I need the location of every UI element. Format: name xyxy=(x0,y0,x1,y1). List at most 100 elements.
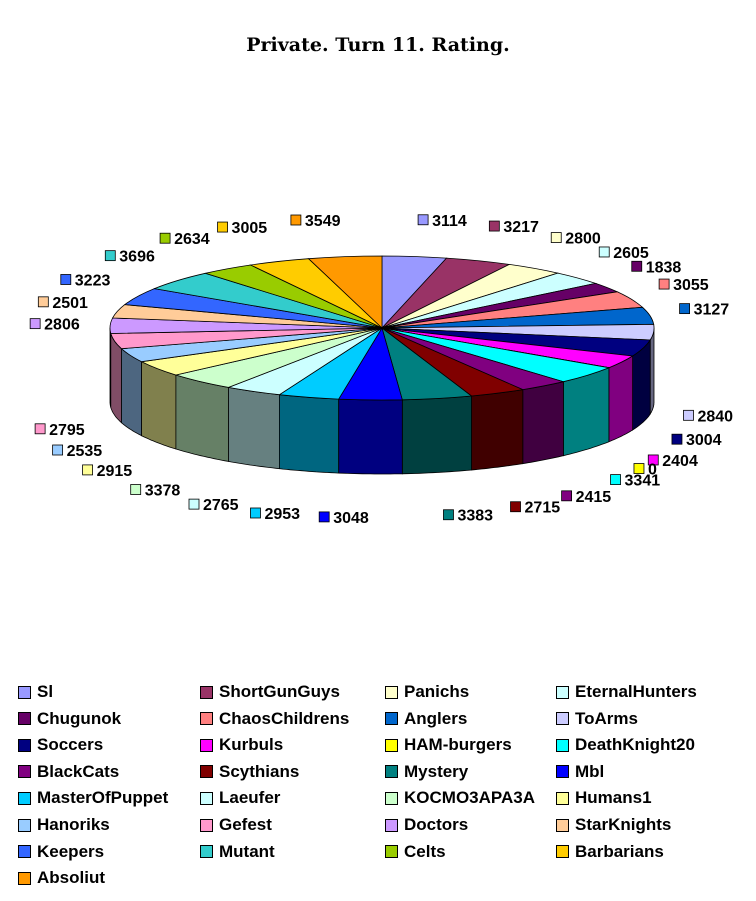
chart-title: Private. Turn 11. Rating. xyxy=(246,34,510,56)
data-label-key xyxy=(82,464,93,476)
legend-item: Chugunok xyxy=(18,707,121,731)
legend-item: Hanoriks xyxy=(18,813,110,837)
pie-side-Kurbuls xyxy=(608,355,633,443)
legend-item: Panichs xyxy=(385,680,469,704)
data-label: 3004 xyxy=(686,432,722,449)
legend-item: KOCMO3APA3A xyxy=(385,786,535,810)
pie-slice-Absoliut xyxy=(307,255,383,329)
data-label: 2840 xyxy=(697,408,733,425)
legend-label: MasterOfPuppet xyxy=(37,788,169,808)
data-label-key xyxy=(598,246,610,258)
legend-swatch xyxy=(200,712,213,726)
legend-swatch xyxy=(385,791,398,805)
legend-item: Mutant xyxy=(200,840,275,864)
legend-label: Laeufer xyxy=(219,788,281,808)
data-label: 3383 xyxy=(457,508,493,525)
data-label-key xyxy=(488,220,500,232)
data-label-key xyxy=(34,423,46,435)
legend-label: Anglers xyxy=(404,708,468,728)
legend-label: ShortGunGuys xyxy=(219,682,340,701)
legend-label: BlackCats xyxy=(37,761,120,781)
legend-item: HAM-burgers xyxy=(385,733,512,757)
legend-item: Soccers xyxy=(18,733,103,757)
data-label-key xyxy=(561,490,573,502)
data-label: 2501 xyxy=(52,295,88,312)
data-label-key xyxy=(658,278,670,290)
legend-item: Celts xyxy=(385,840,446,864)
data-label-key xyxy=(633,463,645,474)
legend-label: Gefest xyxy=(219,815,272,834)
legend-item: ShortGunGuys xyxy=(200,680,340,704)
data-label: 2404 xyxy=(662,453,698,470)
pie-side-DeathKnight20 xyxy=(563,367,610,457)
legend-label: DeathKnight20 xyxy=(575,735,695,755)
data-label: 2806 xyxy=(44,317,80,334)
legend-item: ToArms xyxy=(556,707,638,731)
legend-swatch xyxy=(385,765,398,779)
data-label-key xyxy=(671,433,683,445)
pie-side-Scythians xyxy=(471,389,524,471)
data-label-key xyxy=(159,232,171,244)
data-label-key xyxy=(417,214,429,226)
data-label: 2800 xyxy=(565,231,601,248)
legend-label: ChaosChildrens xyxy=(219,708,350,728)
legend-swatch xyxy=(200,765,213,779)
legend-swatch xyxy=(556,818,569,832)
legend-label: Mutant xyxy=(219,841,275,861)
data-label-key xyxy=(679,303,690,315)
legend-swatch xyxy=(18,712,31,726)
legend-label: HAM-burgers xyxy=(404,735,512,755)
legend-swatch xyxy=(18,685,31,699)
legend-item: Doctors xyxy=(385,813,468,837)
legend-label: Hanoriks xyxy=(37,815,110,834)
pie-side-Mystery xyxy=(401,395,472,475)
data-label: 2415 xyxy=(576,489,612,506)
pie-side-Mbl xyxy=(338,398,403,475)
legend-label: Panichs xyxy=(404,682,470,701)
legend-swatch xyxy=(18,738,31,752)
legend-item: Anglers xyxy=(385,707,467,731)
data-label: 3055 xyxy=(673,277,709,294)
data-label: 3549 xyxy=(305,213,341,230)
legend-swatch xyxy=(18,845,31,859)
data-label: 3005 xyxy=(232,220,268,237)
pie-side-Laeufer xyxy=(228,386,280,470)
pie-top-layer xyxy=(109,255,655,401)
legend-label: KOCMO3APA3A xyxy=(404,788,535,808)
legend-item: DeathKnight20 xyxy=(556,733,695,757)
data-label: 2634 xyxy=(174,231,210,248)
data-label-key xyxy=(60,274,72,285)
data-label: 1838 xyxy=(646,259,682,276)
legend-item: Sl xyxy=(18,680,53,704)
pie-side-ToArms xyxy=(649,328,655,416)
legend-label: Barbarians xyxy=(575,841,664,861)
legend-label: EternalHunters xyxy=(575,682,697,701)
data-label-key xyxy=(510,501,521,513)
data-label-key xyxy=(37,296,49,308)
legend-swatch xyxy=(556,685,569,699)
data-label: 3048 xyxy=(333,510,369,527)
pie-side-BlackCats xyxy=(522,381,564,465)
data-label: 2605 xyxy=(613,245,649,262)
data-label: 3341 xyxy=(625,473,661,490)
legend-item: Kurbuls xyxy=(200,733,283,757)
legend-swatch xyxy=(556,712,569,726)
data-label-key xyxy=(318,511,330,523)
legend-swatch xyxy=(385,845,398,859)
legend-item: EternalHunters xyxy=(556,680,697,704)
legend-label: Celts xyxy=(404,841,446,861)
data-label-key xyxy=(217,221,228,233)
data-label-key xyxy=(52,444,64,456)
data-label-key xyxy=(683,409,694,421)
data-label: 3114 xyxy=(432,213,467,230)
pie-side-Hanoriks xyxy=(121,347,143,437)
legend-swatch xyxy=(200,738,213,752)
legend-swatch xyxy=(200,685,213,699)
data-label-key xyxy=(443,509,454,521)
legend-item: Barbarians xyxy=(556,840,664,864)
legend-label: Sl xyxy=(37,682,54,701)
legend-label: Scythians xyxy=(219,761,300,781)
legend-label: Absoliut xyxy=(37,868,105,888)
data-label-key xyxy=(104,250,116,262)
